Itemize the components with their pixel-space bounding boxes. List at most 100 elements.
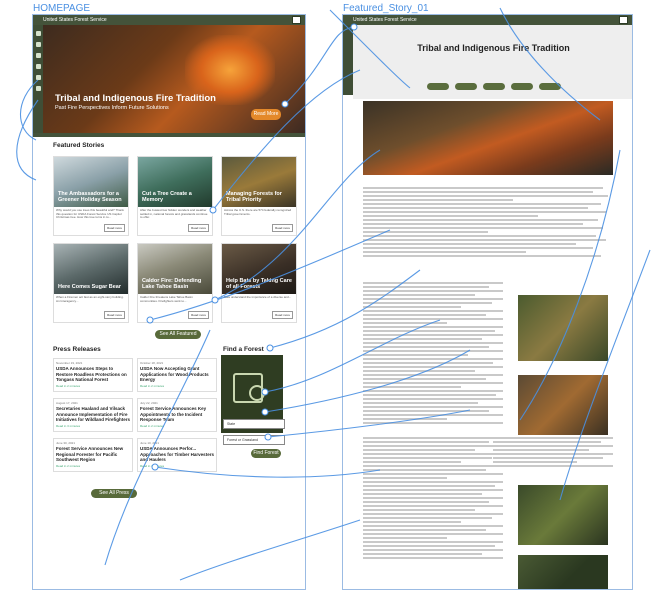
map-icon[interactable] <box>35 53 41 58</box>
story-image: Help Bats by Taking Care of all Forests <box>222 244 296 294</box>
find-forest-heading: Find a Forest <box>223 346 264 353</box>
agency-name: United States Forest Service <box>353 17 417 23</box>
story-read-more-button[interactable]: Read more <box>272 224 293 232</box>
press-read-time: Read in 2 minutes <box>56 383 81 388</box>
press-title[interactable]: Secretaries Haaland and Vilsack Announce… <box>56 406 130 422</box>
press-card[interactable]: June 30, 2021 Forest Service Announces N… <box>53 438 133 472</box>
see-all-press-button[interactable]: See All Press Releases <box>91 489 137 505</box>
artboard-label-featured-story: Featured_Story_01 <box>343 3 429 14</box>
press-read-time: Read in 2 minutes <box>140 463 165 468</box>
magnifier-icon <box>249 385 265 401</box>
usda-logo-icon <box>619 16 628 24</box>
story-title: Cut a Tree Create a Memory <box>142 191 192 203</box>
story-photo <box>518 555 608 589</box>
story-excerpt: Why would you use trees this beautiful a… <box>56 208 124 219</box>
story-image: Managing Forests for Tribal Priority <box>222 157 296 207</box>
home-side-nav <box>33 25 43 133</box>
press-read-time: Read in 2 minutes <box>56 463 81 468</box>
story-title: Managing Forests for Tribal Priority <box>226 191 282 203</box>
forest-select[interactable]: Forest or Grassland <box>223 435 285 445</box>
press-date: November 19, 2021 <box>56 361 83 365</box>
story-body-text <box>363 185 613 259</box>
homepage-artboard[interactable]: United States Forest Service Tribal and … <box>32 14 306 590</box>
story-title: Help Bats by Taking Care of all Forests <box>226 278 292 290</box>
hero-strip <box>33 133 305 137</box>
home-icon[interactable] <box>35 42 41 47</box>
story-header: Tribal and Indigenous Fire Tradition <box>353 25 632 99</box>
agency-name: United States Forest Service <box>43 17 107 23</box>
story-side-nav <box>343 25 353 95</box>
story-card[interactable]: Help Bats by Taking Care of all Forests … <box>221 243 297 323</box>
home-hero: Tribal and Indigenous Fire Tradition Pas… <box>33 25 305 133</box>
story-title: Here Comes Sugar Bear <box>58 284 121 290</box>
featured-stories-heading: Featured Stories <box>53 142 105 149</box>
usda-logo-icon <box>292 16 301 24</box>
story-title: Tribal and Indigenous Fire Tradition <box>417 43 570 53</box>
press-card[interactable]: October 18, 2021 USDA Now Accepting Gran… <box>137 358 217 392</box>
press-title[interactable]: USDA Announces Perfor... Approaches for … <box>140 446 214 462</box>
press-date: July 22, 2021 <box>140 401 158 405</box>
tag-pill[interactable] <box>538 83 561 90</box>
search-icon[interactable] <box>35 86 41 91</box>
story-read-more-button[interactable]: Read more <box>104 311 125 319</box>
story-photo <box>518 295 608 361</box>
featured-story-artboard[interactable]: United States Forest Service Tribal and … <box>342 14 633 590</box>
story-card[interactable]: Here Comes Sugar Bear When a Firemen act… <box>53 243 129 323</box>
story-card[interactable]: Caldor Fire: Defending Lake Tahoe Basin … <box>137 243 213 323</box>
agency-bar: United States Forest Service <box>343 15 632 25</box>
story-image: Here Comes Sugar Bear <box>54 244 128 294</box>
story-photo <box>518 375 608 435</box>
story-image: Cut a Tree Create a Memory <box>138 157 212 207</box>
press-title[interactable]: USDA Now Accepting Grant Applications fo… <box>140 366 209 382</box>
tag-pill[interactable] <box>482 83 505 90</box>
press-title[interactable]: Forest Service Announces New Regional Fo… <box>56 446 124 462</box>
story-photo <box>518 485 608 545</box>
press-date: October 18, 2021 <box>140 361 164 365</box>
press-read-time: Read in 2 minutes <box>140 423 165 428</box>
story-image: Caldor Fire: Defending Lake Tahoe Basin <box>138 244 212 294</box>
press-card[interactable]: August 17, 2021 Secretaries Haaland and … <box>53 398 133 432</box>
info-icon[interactable] <box>35 64 41 69</box>
story-card[interactable]: Managing Forests for Tribal Priority Acr… <box>221 156 297 236</box>
story-read-more-button[interactable]: Read more <box>188 224 209 232</box>
press-title[interactable]: USDA Announces Steps to Restore Roadless… <box>56 366 127 382</box>
press-title[interactable]: Forest Service Announces Key Appointment… <box>140 406 207 422</box>
story-body-text <box>363 280 503 426</box>
story-body-text <box>363 495 503 561</box>
menu-icon[interactable] <box>35 31 41 36</box>
press-read-time: Read in 3 minutes <box>56 423 81 428</box>
story-body-text <box>493 435 613 469</box>
see-all-stories-button[interactable]: See All Featured Stories <box>155 330 201 346</box>
story-excerpt: When a Firemen act fast as an eight-stor… <box>56 295 124 303</box>
story-read-more-button[interactable]: Read more <box>188 311 209 319</box>
hero-read-more-button[interactable]: Read More <box>251 109 281 120</box>
story-card[interactable]: The Ambassadors for a Greener Holiday Se… <box>53 156 129 236</box>
story-read-more-button[interactable]: Read more <box>104 224 125 232</box>
hero-subtitle: Past Fire Perspectives Inform Future Sol… <box>55 105 169 111</box>
home-footer <box>33 515 305 589</box>
story-title: Caldor Fire: Defending Lake Tahoe Basin <box>142 278 202 290</box>
press-card[interactable]: July 22, 2021 Forest Service Announces K… <box>137 398 217 432</box>
press-card[interactable]: November 19, 2021 USDA Announces Steps t… <box>53 358 133 392</box>
press-date: June 10, 2021 <box>140 441 160 445</box>
artboard-label-homepage: HOMEPAGE <box>33 3 91 14</box>
press-card[interactable]: June 10, 2021 USDA Announces Perfor... A… <box>137 438 217 472</box>
find-forest-button[interactable]: Find Forest <box>251 449 281 458</box>
press-releases-heading: Press Releases <box>53 346 101 353</box>
news-icon[interactable] <box>35 75 41 80</box>
agency-bar: United States Forest Service <box>33 15 305 25</box>
story-body-text <box>363 435 503 501</box>
press-date: August 17, 2021 <box>56 401 78 405</box>
tag-pill[interactable] <box>426 83 449 90</box>
hero-title: Tribal and Indigenous Fire Tradition <box>55 93 216 104</box>
story-image: The Ambassadors for a Greener Holiday Se… <box>54 157 128 207</box>
tag-pill[interactable] <box>510 83 533 90</box>
story-card[interactable]: Cut a Tree Create a Memory After the bus… <box>137 156 213 236</box>
state-select[interactable]: State <box>223 419 285 429</box>
tag-pill[interactable] <box>454 83 477 90</box>
story-tags <box>353 83 632 90</box>
story-title: The Ambassadors for a Greener Holiday Se… <box>58 191 122 203</box>
story-hero-image <box>363 101 613 175</box>
press-read-time: Read in 2 minutes <box>140 383 165 388</box>
story-read-more-button[interactable]: Read more <box>272 311 293 319</box>
